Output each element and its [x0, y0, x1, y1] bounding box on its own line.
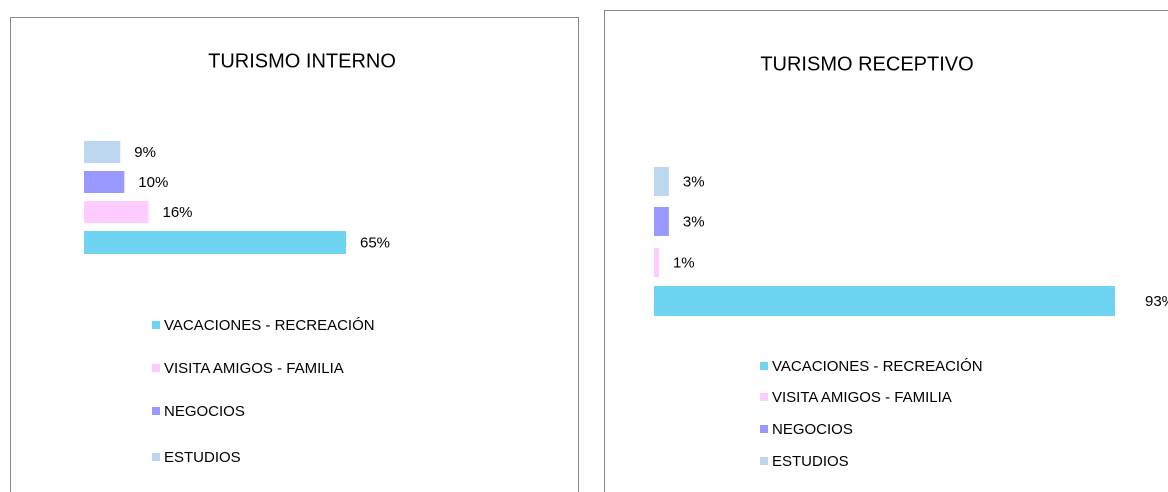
legend-label: ESTUDIOS [772, 453, 849, 470]
legend-swatch [760, 393, 768, 401]
data-label: 65% [360, 234, 390, 251]
data-label: 9% [134, 144, 156, 161]
legend-label: ESTUDIOS [164, 449, 241, 466]
bar [654, 248, 659, 277]
legend-swatch [760, 425, 768, 433]
data-label: 10% [138, 174, 168, 191]
bar [654, 286, 1115, 316]
bar [84, 141, 121, 163]
legend-swatch [152, 321, 160, 329]
panel [604, 10, 1168, 492]
panel [10, 17, 579, 492]
legend-swatch [760, 457, 768, 465]
data-label: 3% [683, 173, 705, 190]
legend-swatch [760, 362, 768, 370]
bar [84, 171, 125, 193]
bar [654, 167, 669, 196]
legend-label: NEGOCIOS [772, 421, 853, 438]
legend-swatch [152, 453, 160, 461]
data-label: 3% [683, 213, 705, 230]
legend-swatch [152, 364, 160, 372]
chart-title: TURISMO INTERNO [208, 50, 396, 72]
legend-label: NEGOCIOS [164, 403, 245, 420]
bar [654, 207, 669, 236]
legend-label: VISITA AMIGOS - FAMILIA [164, 360, 344, 377]
legend-swatch [152, 407, 160, 415]
data-label: 16% [162, 204, 192, 221]
legend-label: VACACIONES - RECREACIÓN [772, 358, 983, 375]
data-label: 93% [1145, 293, 1168, 310]
legend-label: VACACIONES - RECREACIÓN [164, 317, 375, 334]
bar [84, 201, 149, 223]
legend-label: VISITA AMIGOS - FAMILIA [772, 389, 952, 406]
bar [84, 231, 346, 254]
chart-title: TURISMO RECEPTIVO [760, 53, 973, 75]
data-label: 1% [673, 254, 695, 271]
